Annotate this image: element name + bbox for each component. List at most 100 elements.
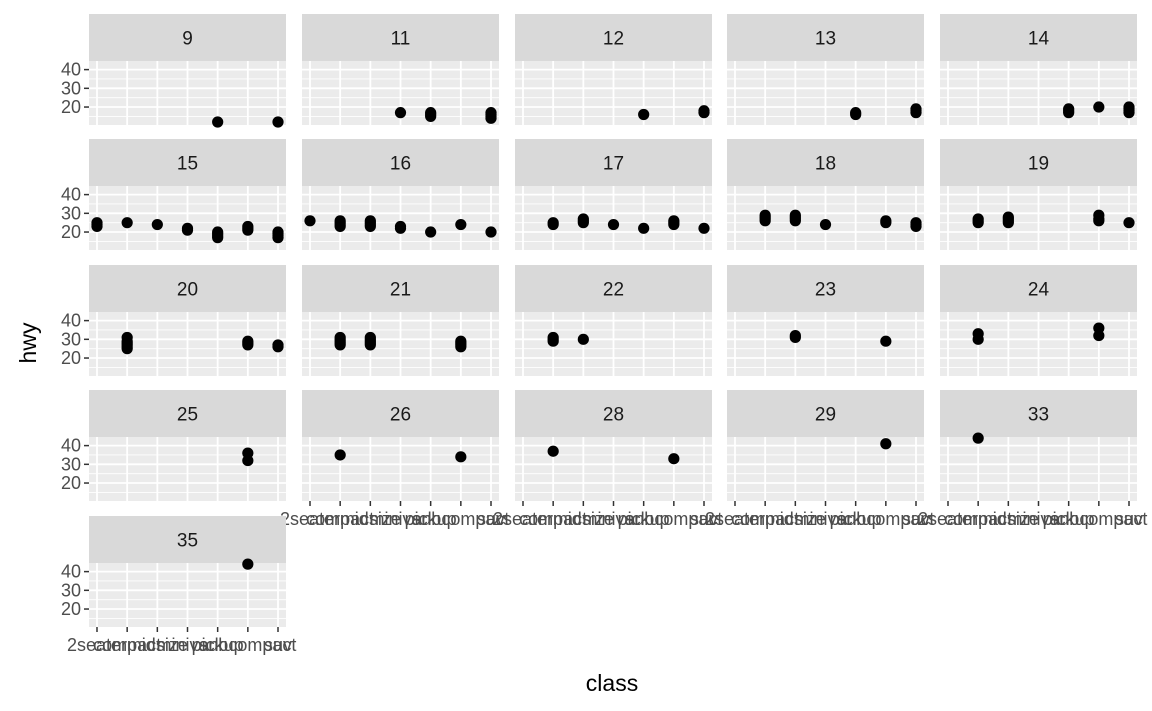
facet-strip bbox=[727, 139, 924, 186]
data-point bbox=[485, 226, 497, 238]
x-tick-label: subcompact bbox=[199, 635, 296, 655]
facet-strip bbox=[727, 14, 924, 61]
data-point bbox=[1123, 217, 1135, 229]
data-point bbox=[1093, 322, 1105, 334]
facet-panel-13: 13 bbox=[727, 14, 924, 125]
facet-panel-33: 33 2seatercompactmidsizeminivanpickupsubc… bbox=[918, 390, 1147, 529]
facet-strip bbox=[89, 265, 286, 312]
y-tick-label: 40 bbox=[61, 436, 81, 456]
data-point bbox=[1093, 101, 1105, 113]
facet-strip-label: 33 bbox=[1028, 405, 1049, 426]
y-tick-label: 20 bbox=[61, 599, 81, 619]
data-point bbox=[547, 331, 559, 344]
x-tick-label: pickup bbox=[405, 509, 457, 529]
x-tick-label: 2seater bbox=[493, 509, 553, 529]
x-tick-label: suv bbox=[477, 509, 505, 529]
facet-strip bbox=[89, 390, 286, 437]
data-point bbox=[972, 328, 984, 340]
y-tick-label: 30 bbox=[61, 203, 81, 223]
facet-strip-label: 28 bbox=[603, 405, 624, 426]
facet-strip bbox=[940, 265, 1137, 312]
data-point bbox=[455, 218, 467, 231]
facet-strip bbox=[302, 390, 499, 437]
data-point bbox=[181, 222, 194, 234]
x-tick-label: pickup bbox=[1043, 509, 1095, 529]
data-point bbox=[242, 335, 254, 347]
y-tick-label: 20 bbox=[61, 473, 81, 493]
data-point bbox=[242, 558, 254, 570]
x-tick-label: minivan bbox=[1007, 509, 1069, 529]
x-tick-label: 2seater bbox=[918, 509, 978, 529]
x-tick-label: suv bbox=[264, 635, 292, 655]
data-point bbox=[972, 213, 984, 225]
x-tick-label: subcompact bbox=[412, 509, 509, 529]
data-point bbox=[394, 107, 407, 119]
facet-strip-label: 14 bbox=[1028, 29, 1050, 50]
x-tick-label: suv bbox=[902, 509, 930, 529]
data-point bbox=[121, 217, 133, 229]
data-point bbox=[242, 447, 254, 459]
data-point bbox=[121, 331, 133, 344]
facet-strip-label: 24 bbox=[1028, 280, 1050, 301]
data-point bbox=[789, 329, 801, 342]
facet-strip bbox=[302, 14, 499, 61]
x-axis-title: class bbox=[586, 670, 638, 696]
facet-strip-label: 13 bbox=[815, 29, 836, 50]
data-point bbox=[850, 107, 862, 119]
facet-strip bbox=[515, 390, 712, 437]
data-point bbox=[910, 217, 922, 229]
facet-panel-26: 26 2seatercompactmidsizeminivanpickupsubc… bbox=[280, 390, 509, 529]
x-tick-label: compact bbox=[306, 509, 374, 529]
x-tick-label: compact bbox=[944, 509, 1012, 529]
facet-strip-label: 18 bbox=[815, 154, 836, 175]
data-point bbox=[272, 226, 284, 238]
data-point bbox=[759, 209, 771, 221]
data-point bbox=[880, 438, 892, 450]
x-tick-label: compact bbox=[731, 509, 799, 529]
data-point bbox=[910, 103, 922, 115]
data-point bbox=[272, 116, 284, 128]
facet-panel-22: 22 bbox=[515, 265, 712, 376]
x-tick-label: compact bbox=[93, 635, 161, 655]
facet-panel-28: 28 2seatercompactmidsizeminivanpickupsubc… bbox=[493, 390, 722, 529]
x-tick-label: minivan bbox=[156, 635, 218, 655]
facet-panel-29: 29 2seatercompactmidsizeminivanpickupsubc… bbox=[705, 390, 934, 529]
data-point bbox=[1063, 103, 1075, 115]
y-tick-label: 40 bbox=[61, 562, 81, 582]
facet-panel-14: 14 bbox=[940, 14, 1137, 125]
data-point bbox=[455, 335, 467, 347]
x-tick-label: 2seater bbox=[705, 509, 765, 529]
data-point bbox=[668, 215, 680, 227]
y-tick-label: 20 bbox=[61, 97, 81, 117]
facet-strip-label: 17 bbox=[603, 154, 624, 175]
facet-strip-label: 16 bbox=[390, 154, 411, 175]
x-tick-label: pickup bbox=[192, 635, 244, 655]
facet-strip bbox=[940, 390, 1137, 437]
facet-strip bbox=[302, 139, 499, 186]
facet-strip bbox=[89, 516, 286, 563]
y-tick-label: 30 bbox=[61, 580, 81, 600]
x-tick-label: minivan bbox=[582, 509, 644, 529]
y-axis-title: hwy bbox=[15, 322, 41, 363]
facet-panel-17: 17 bbox=[515, 139, 712, 250]
data-point bbox=[334, 449, 346, 461]
facet-panel-18: 18 bbox=[727, 139, 924, 250]
x-tick-label: midsize bbox=[765, 509, 826, 529]
x-tick-label: 2seater bbox=[67, 635, 127, 655]
y-tick-label: 40 bbox=[61, 311, 81, 331]
data-point bbox=[819, 218, 832, 231]
facet-strip-label: 20 bbox=[177, 280, 198, 301]
facet-strip bbox=[302, 265, 499, 312]
x-tick-label: 2seater bbox=[280, 509, 340, 529]
x-tick-label: suv bbox=[690, 509, 718, 529]
x-tick-label: compact bbox=[519, 509, 587, 529]
facet-strip bbox=[89, 14, 286, 61]
facet-strip-label: 26 bbox=[390, 405, 411, 426]
facet-strip bbox=[727, 265, 924, 312]
data-point bbox=[577, 333, 589, 345]
x-tick-label: suv bbox=[1115, 509, 1143, 529]
data-point bbox=[789, 209, 801, 221]
